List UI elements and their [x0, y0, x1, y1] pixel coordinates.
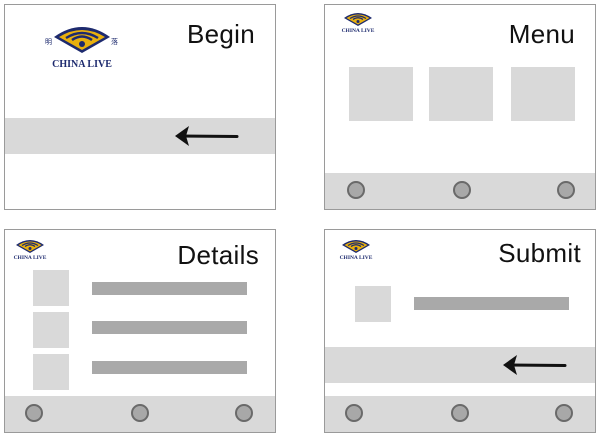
- nav-dot-2[interactable]: [131, 404, 149, 422]
- china-live-logo: CHINA LIVE: [11, 238, 49, 266]
- bottom-nav: [325, 396, 595, 432]
- menu-tile-3[interactable]: [511, 67, 575, 121]
- logo-mark-icon: [341, 239, 371, 254]
- screen-begin: 明 落 CHINA LIVE Begin: [4, 4, 276, 210]
- logo-mark-icon: [15, 239, 45, 254]
- screen-title-submit: Submit: [498, 238, 581, 268]
- swipe-band[interactable]: [325, 347, 595, 383]
- menu-tile-2[interactable]: [429, 67, 493, 121]
- logo-wordmark: CHINA LIVE: [339, 255, 373, 261]
- bottom-nav: [325, 173, 595, 209]
- logo-mark-icon: [52, 25, 112, 55]
- nav-dot-2[interactable]: [451, 404, 469, 422]
- detail-line-2: [92, 321, 247, 334]
- nav-dot-3[interactable]: [555, 404, 573, 422]
- nav-dot-2[interactable]: [453, 181, 471, 199]
- screen-title-details: Details: [177, 240, 259, 270]
- logo-glyph-left: 明: [45, 38, 52, 46]
- china-live-logo: CHINA LIVE: [337, 238, 375, 266]
- logo-wordmark: CHINA LIVE: [13, 255, 47, 261]
- screen-details: CHINA LIVE Details: [4, 229, 276, 433]
- bottom-nav: [5, 396, 275, 432]
- logo-mark-icon: [343, 12, 373, 27]
- nav-dot-3[interactable]: [235, 404, 253, 422]
- logo-glyph-right: 落: [111, 38, 118, 46]
- detail-thumb-3[interactable]: [33, 354, 69, 390]
- detail-line-3: [92, 361, 247, 374]
- detail-line-1: [92, 282, 247, 295]
- detail-thumb-1[interactable]: [33, 270, 69, 306]
- nav-dot-3[interactable]: [557, 181, 575, 199]
- detail-thumb-2[interactable]: [33, 312, 69, 348]
- arrow-left-icon: [503, 355, 567, 375]
- arrow-left-icon: [175, 126, 239, 146]
- screen-title-menu: Menu: [508, 19, 575, 49]
- nav-dot-1[interactable]: [347, 181, 365, 199]
- screen-menu: CHINA LIVE Menu: [324, 4, 596, 210]
- menu-tile-1[interactable]: [349, 67, 413, 121]
- nav-dot-1[interactable]: [345, 404, 363, 422]
- logo-wordmark: CHINA LIVE: [341, 28, 375, 34]
- logo-wordmark: CHINA LIVE: [52, 59, 112, 70]
- swipe-band[interactable]: [5, 118, 275, 154]
- submit-thumb[interactable]: [355, 286, 391, 322]
- china-live-logo: CHINA LIVE: [339, 11, 377, 39]
- nav-dot-1[interactable]: [25, 404, 43, 422]
- china-live-logo: 明 落 CHINA LIVE: [43, 23, 121, 73]
- submit-line: [414, 297, 569, 310]
- screen-submit: CHINA LIVE Submit: [324, 229, 596, 433]
- screen-title-begin: Begin: [187, 19, 255, 49]
